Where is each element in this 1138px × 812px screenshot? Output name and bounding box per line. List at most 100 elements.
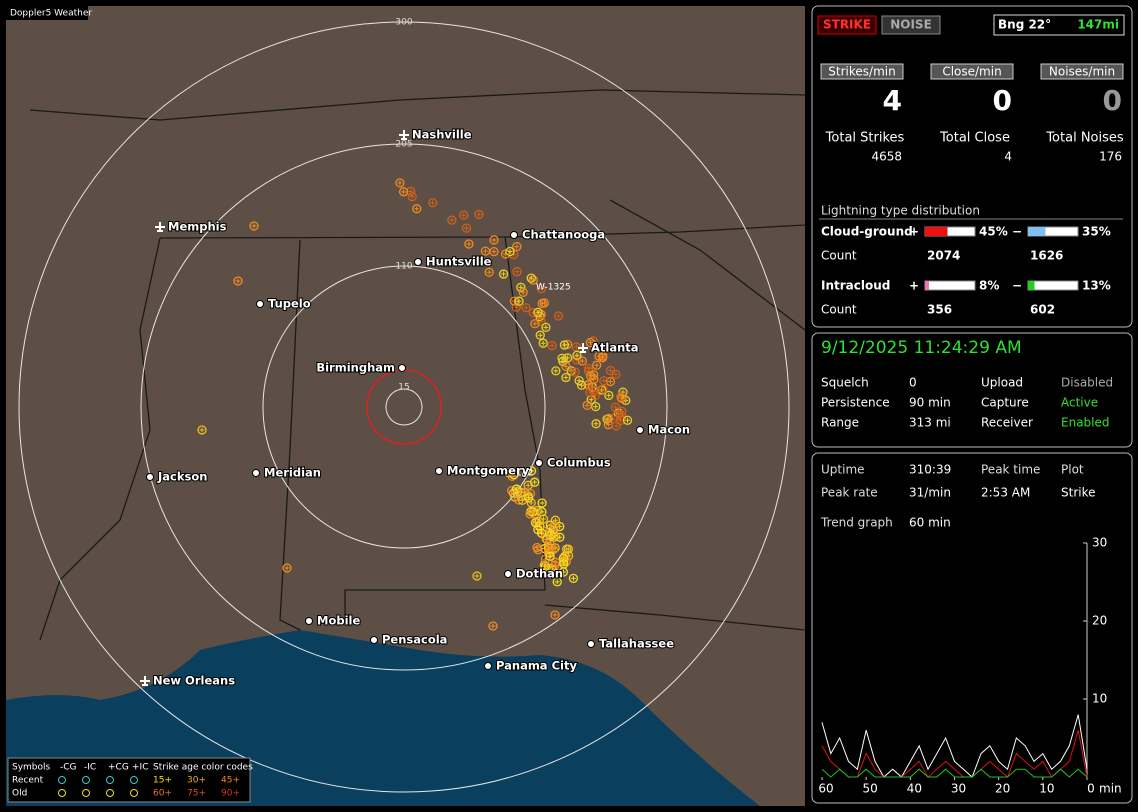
legend-symbol: [130, 776, 138, 784]
city-dot: [435, 467, 443, 475]
panel: [811, 452, 1133, 804]
strike: [474, 209, 484, 220]
strike-sign: [547, 553, 553, 559]
dist-sign: +: [909, 225, 919, 239]
city-dot: [636, 426, 644, 434]
strike: [549, 520, 560, 531]
dist-title: Lightning type distribution: [821, 204, 980, 218]
strike-sign: [408, 188, 414, 194]
strike: [592, 360, 602, 370]
strike: [559, 340, 570, 350]
strike-sign: [591, 372, 597, 378]
city-dot: [370, 636, 378, 644]
strike-sign: [547, 539, 553, 545]
strike-sign: [535, 547, 541, 553]
legend-symbol: [82, 776, 90, 784]
info-value: 313 mi: [909, 416, 951, 430]
strike-sign: [284, 565, 290, 571]
strike: [509, 470, 519, 480]
strike: [536, 316, 546, 327]
legend-age: 60+: [153, 789, 172, 799]
city-label: Meridian: [264, 466, 321, 480]
stats: Uptime 310:39 Peak rate 31/min Peak time 2:53…: [818, 463, 1121, 796]
strike: [576, 380, 587, 390]
strike: [550, 543, 560, 553]
total-value: 4: [1004, 150, 1012, 164]
strike-sign: [528, 275, 534, 281]
strike-sign: [552, 517, 558, 523]
strike-sign: [576, 378, 582, 384]
strike-sign: [466, 241, 472, 247]
strike: [472, 571, 482, 581]
strike-sign: [527, 511, 533, 517]
city-label: Tupelo: [268, 297, 311, 311]
strike-sign: [532, 479, 538, 485]
legend: Symbols -CG -IC +CG +IC Strike age color code…: [7, 757, 253, 803]
strike: [582, 400, 592, 410]
legend-symbol: [58, 776, 66, 784]
strike: [480, 246, 491, 256]
title-bg: [6, 6, 88, 20]
strike-sign: [511, 472, 517, 478]
dist-bar: [1028, 227, 1046, 236]
strike-sign: [587, 389, 593, 395]
legend-type: -IC: [84, 763, 96, 773]
strike-sign: [561, 342, 567, 348]
dist-count: 1626: [1030, 249, 1063, 263]
noise-button[interactable]: [881, 15, 941, 35]
total-label: Total Close: [939, 131, 1010, 146]
strike-sign: [507, 248, 513, 254]
strike-button[interactable]: [817, 15, 877, 35]
strike: [526, 466, 537, 476]
rate-button: [1040, 63, 1124, 80]
strike: [545, 551, 555, 561]
strike: [585, 387, 595, 397]
strike-sign: [461, 212, 467, 218]
strike-sign: [515, 488, 521, 494]
strike: [484, 267, 494, 277]
trend-line: [821, 714, 1088, 778]
strike: [412, 204, 422, 214]
rate-value: 0: [1103, 84, 1122, 117]
dist-label: Intracloud: [821, 279, 890, 293]
strike-sign: [490, 623, 496, 629]
strike: [550, 515, 561, 525]
strike-sign: [540, 516, 546, 522]
stat-value: 31/min: [909, 486, 951, 500]
strike-sign: [513, 304, 519, 310]
rate-button: [820, 63, 904, 80]
strike: [611, 369, 621, 380]
airport-icon: [140, 676, 150, 686]
strike-sign: [588, 397, 594, 403]
strike: [407, 192, 417, 202]
dist-count: 356: [927, 303, 952, 317]
strike: [561, 544, 572, 554]
y-tick-label: 10: [1092, 692, 1107, 706]
strike: [574, 375, 584, 386]
legend-type: -CG: [60, 763, 77, 773]
strike: [282, 563, 292, 573]
strike-sign: [556, 313, 562, 319]
total-value: 4658: [871, 150, 902, 164]
strike-sign: [606, 392, 612, 398]
legend-age: 45+: [221, 776, 240, 786]
strike: [597, 385, 607, 395]
city-dot: [504, 570, 512, 578]
strike: [538, 514, 549, 524]
strike-sign: [563, 375, 569, 381]
info-value: Enabled: [1061, 416, 1110, 430]
strike-sign: [573, 344, 579, 350]
strike: [489, 235, 499, 245]
strike-sign: [449, 217, 455, 223]
strike: [447, 215, 457, 225]
strike: [591, 401, 601, 412]
strike-sign: [594, 362, 600, 368]
strike-sign: [516, 298, 522, 304]
strike-sign: [519, 497, 525, 503]
strike: [572, 350, 582, 360]
strike: [557, 353, 567, 363]
strike-sign: [553, 559, 559, 565]
count-label: Count: [821, 303, 857, 317]
station-label: W-1325: [536, 283, 571, 293]
